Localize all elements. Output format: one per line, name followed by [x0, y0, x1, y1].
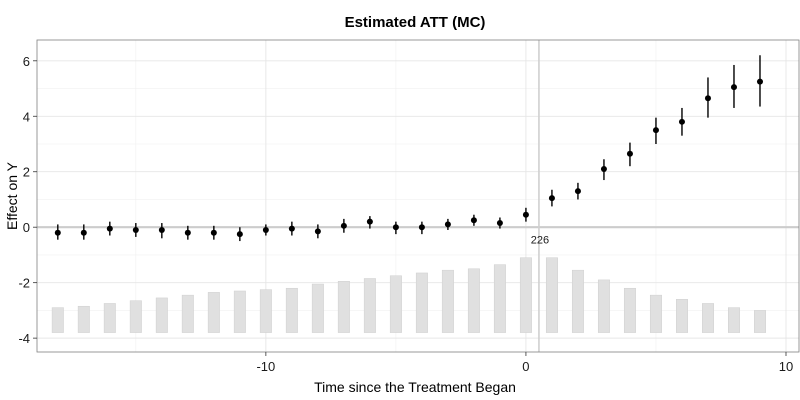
att-point	[522, 211, 529, 218]
count-bar	[389, 275, 402, 333]
count-bar	[207, 292, 220, 333]
count-annotation: 226	[531, 235, 549, 247]
count-bar	[337, 281, 350, 333]
chart-title: Estimated ATT (MC)	[345, 14, 486, 31]
att-point	[158, 226, 165, 233]
att-point	[600, 165, 607, 172]
treated-count-bars	[51, 257, 766, 333]
count-bar	[728, 307, 740, 333]
y-tick-label: 2	[23, 165, 30, 180]
count-bar	[129, 300, 142, 333]
count-bar	[363, 278, 376, 333]
att-point	[678, 118, 685, 125]
count-bar	[51, 307, 64, 333]
count-bar	[259, 289, 272, 333]
count-bar	[103, 303, 116, 333]
att-point	[262, 226, 269, 233]
att-point	[184, 229, 191, 236]
count-bar	[754, 310, 766, 333]
att-point	[756, 78, 763, 85]
att-point	[132, 226, 139, 233]
count-bar	[545, 257, 558, 333]
x-tick-label: 0	[522, 359, 529, 374]
att-point	[80, 229, 87, 236]
count-bar	[623, 287, 636, 333]
count-bar	[675, 299, 688, 333]
att-point	[704, 95, 711, 102]
count-bar	[415, 272, 428, 333]
att-point	[470, 217, 477, 224]
att-point	[652, 127, 659, 134]
count-bar	[311, 283, 324, 333]
count-bar	[77, 305, 90, 333]
att-point	[392, 224, 399, 231]
reference-lines	[37, 40, 799, 352]
count-bar	[233, 290, 246, 333]
att-point	[54, 229, 61, 236]
count-bar	[467, 268, 480, 333]
att-point	[366, 218, 373, 225]
att-point	[548, 195, 555, 202]
count-bar	[597, 279, 610, 333]
att-point	[626, 150, 633, 157]
count-bar	[493, 264, 506, 333]
att-point	[288, 225, 295, 232]
count-bar	[519, 257, 532, 333]
x-axis-ticks: -10 0 10	[256, 352, 793, 374]
att-point	[236, 231, 243, 238]
count-bar	[702, 303, 714, 333]
panel: 226	[36, 39, 800, 353]
att-point	[496, 220, 503, 227]
y-tick-label: 0	[23, 220, 30, 235]
panel-border	[36, 39, 800, 353]
count-bar	[571, 269, 584, 333]
x-tick-label: -10	[256, 359, 275, 374]
count-bar	[441, 269, 454, 333]
y-axis-ticks: -4 -2 0 2 4 6	[18, 54, 37, 346]
y-tick-label: 6	[23, 54, 30, 69]
y-tick-label: -4	[18, 331, 30, 346]
att-point	[574, 188, 581, 195]
y-tick-label: 4	[23, 109, 30, 124]
count-bar	[155, 297, 168, 333]
count-bar	[649, 294, 662, 333]
y-axis-title: Effect on Y	[4, 161, 20, 230]
att-point	[314, 228, 321, 235]
x-tick-label: 10	[779, 359, 793, 374]
point-estimates	[54, 78, 763, 238]
att-point	[106, 225, 113, 232]
y-tick-label: -2	[18, 276, 30, 291]
att-point	[730, 84, 737, 91]
att-point	[418, 224, 425, 231]
att-point	[210, 229, 217, 236]
count-bar	[285, 287, 298, 333]
att-point	[444, 221, 451, 228]
count-bar	[181, 294, 194, 333]
x-axis-title: Time since the Treatment Began	[314, 379, 516, 395]
att-point	[340, 222, 347, 229]
